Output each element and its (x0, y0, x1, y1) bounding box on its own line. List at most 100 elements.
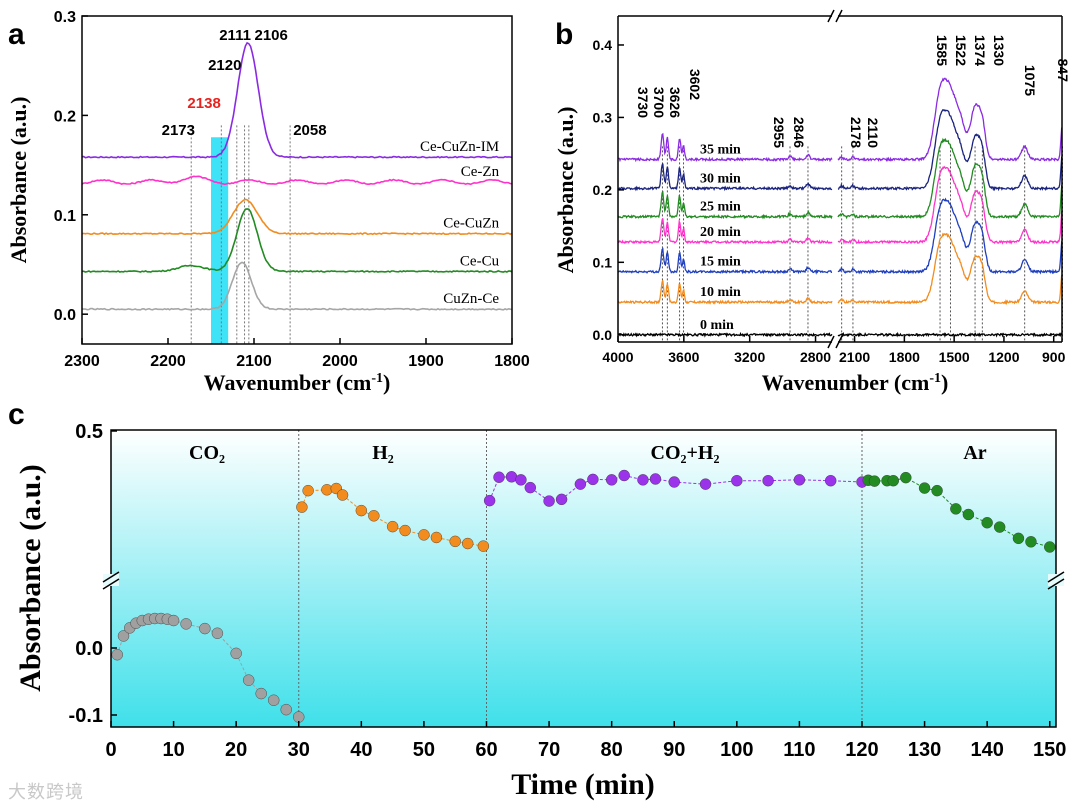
x-ticks: 4000 3600 3200 2800 2100 1800 1500 1200 900 (602, 336, 1066, 365)
series-line (81, 198, 513, 236)
series-line (81, 175, 513, 186)
y-tick-label: 0.0 (54, 307, 76, 324)
data-point (524, 481, 537, 494)
x-tick-label: 70 (538, 739, 560, 761)
y-axis-title: Absorbance (a.u.) (14, 464, 47, 692)
x-tick-label: 1800 (889, 349, 920, 365)
y-tick-label: 0.2 (54, 108, 76, 125)
data-point (293, 711, 305, 723)
peak-label: 1522 (953, 35, 969, 66)
y-tick-label: 0.3 (54, 9, 76, 26)
series-group (81, 41, 513, 311)
data-point (449, 535, 461, 548)
series-group (111, 469, 1056, 723)
y-tick-label: 0.4 (593, 37, 613, 53)
data-point (418, 529, 430, 541)
data-point (493, 471, 505, 483)
x-tick-label: 1200 (988, 349, 1019, 365)
peak-label: 2955 (771, 117, 787, 148)
highlight-band (211, 137, 229, 344)
watermark: 大数跨境 (8, 782, 84, 803)
series-label: 25 min (700, 200, 741, 215)
data-point (762, 475, 774, 487)
data-point (555, 493, 568, 506)
x-ticks: 2300 2200 2100 2000 1900 1800 (64, 338, 530, 370)
series-label: Ce-Cu (460, 253, 500, 269)
y-ticks: 0.0 0.1 0.2 0.3 (54, 9, 88, 324)
x-tick-label: 2200 (150, 353, 186, 370)
x-tick-label: 4000 (602, 349, 633, 365)
data-point (117, 630, 130, 642)
x-tick-label: 100 (720, 739, 753, 761)
axis-break-mark (827, 335, 835, 349)
region-label: CO₂+H₂ (651, 442, 720, 464)
data-point (336, 489, 349, 501)
data-point (699, 478, 712, 490)
data-point (199, 622, 211, 635)
data-point (477, 540, 490, 552)
series-line (837, 331, 1063, 338)
series-line (868, 477, 1050, 548)
series-line (617, 132, 833, 163)
x-tick-label: 2100 (236, 353, 272, 370)
series-label: 35 min (700, 142, 741, 157)
x-tick-label: 1500 (939, 349, 970, 365)
series-line (617, 163, 833, 192)
series-label: 30 min (700, 171, 741, 186)
data-point (296, 501, 308, 513)
data-point (900, 471, 912, 484)
series-line (837, 77, 1063, 162)
data-point (515, 474, 527, 486)
peak-label: 847 (1055, 59, 1071, 83)
series-label: Ce-CuZn-IM (420, 139, 499, 155)
x-axis-title: Time (min) (511, 768, 655, 801)
axis-break-mark (102, 571, 120, 583)
series-label: Ce-Zn (461, 164, 500, 180)
panel-b-chart: 0 min 10 min 15 min 20 min 25 min 30 min 35 mi… (553, 9, 1071, 395)
data-point (605, 474, 618, 486)
data-point (793, 474, 806, 486)
data-point (649, 473, 662, 485)
data-point (668, 476, 680, 488)
y-tick-label: 0.3 (593, 109, 613, 125)
x-ticks: 0 10 20 30 40 50 60 70 80 90 100 110 120 130 140 150 (105, 721, 1066, 761)
region-label: Ar (963, 442, 986, 464)
axis-break-gap (1048, 574, 1064, 586)
x-tick-label: 40 (350, 739, 372, 761)
x-tick-label: 10 (162, 739, 184, 761)
x-tick-label: 50 (413, 739, 435, 761)
data-point (355, 504, 368, 517)
x-tick-label: 80 (601, 739, 623, 761)
data-point (483, 494, 496, 507)
x-tick-label: 2800 (800, 349, 831, 365)
data-point (574, 478, 587, 490)
series-line (837, 197, 1063, 275)
series-line (617, 280, 833, 305)
data-point (368, 510, 380, 522)
panel-b-label: b (555, 18, 573, 51)
series-line (837, 165, 1063, 245)
series-labels: 0 min 10 min 15 min 20 min 25 min 30 min 35 mi… (700, 142, 741, 332)
x-tick-label: 30 (288, 739, 310, 761)
peak-label: 1330 (991, 35, 1007, 66)
series-line (837, 232, 1063, 306)
data-point (637, 474, 649, 486)
data-point (1012, 532, 1025, 545)
x-tick-label: 2300 (64, 353, 100, 370)
x-tick-label: 130 (908, 739, 941, 761)
x-tick-label: 20 (225, 739, 247, 761)
x-tick-label: 3200 (734, 349, 765, 365)
series-line (837, 137, 1063, 220)
series-label: 10 min (700, 285, 741, 300)
data-point (268, 694, 280, 706)
data-point (731, 475, 743, 487)
peak-label: 3626 (667, 87, 683, 118)
plot-frame (617, 9, 1063, 349)
series-line (617, 190, 833, 220)
data-point (280, 703, 292, 716)
series-group (617, 77, 1063, 338)
data-point (386, 520, 399, 533)
data-point (993, 521, 1006, 533)
